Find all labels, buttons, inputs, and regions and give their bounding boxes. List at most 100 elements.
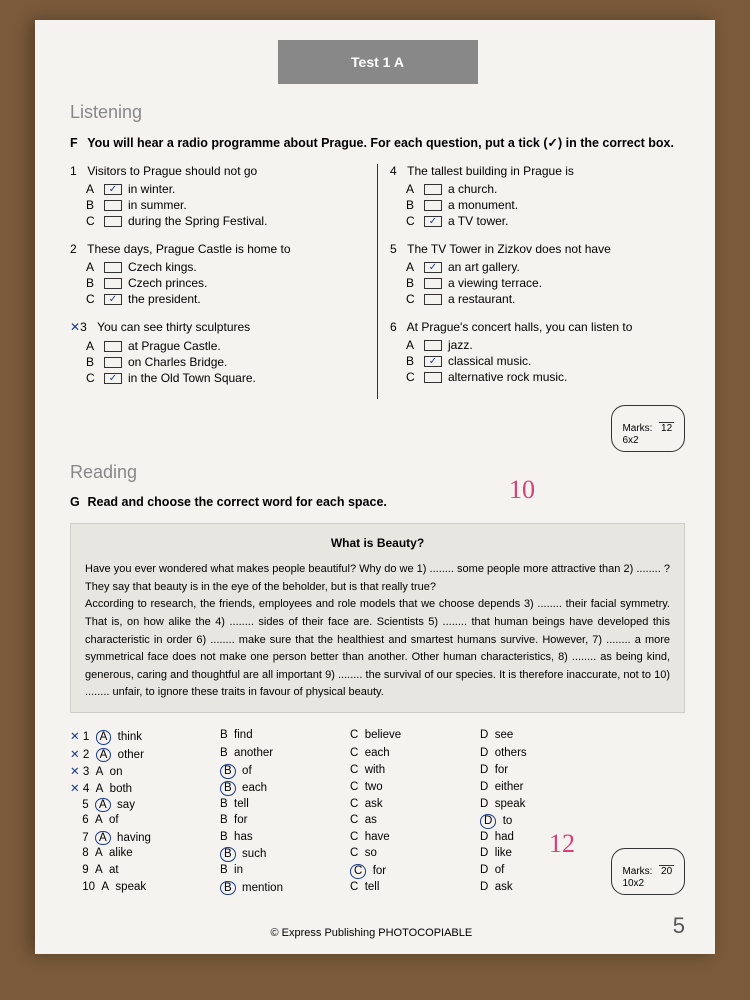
gap-option-d[interactable]: D either [480, 781, 590, 796]
checkbox[interactable] [104, 262, 122, 273]
worksheet-page: Test 1 A Listening F You will hear a rad… [35, 20, 715, 954]
checkbox[interactable]: ✓ [104, 294, 122, 305]
question: 6 At Prague's concert halls, you can lis… [390, 320, 685, 384]
gap-option-c[interactable]: C have [350, 831, 480, 846]
gap-option-c[interactable]: C for [350, 864, 480, 879]
option-text: at Prague Castle. [128, 339, 365, 353]
listening-instruction: F You will hear a radio programme about … [70, 135, 685, 150]
option-letter: B [86, 198, 98, 212]
checkbox[interactable]: ✓ [104, 373, 122, 384]
gap-option-c[interactable]: C as [350, 814, 480, 829]
gap-option-c[interactable]: C two [350, 781, 480, 796]
marks-label: Marks: [622, 423, 652, 434]
gap-option-a[interactable]: 8 A alike [70, 847, 220, 862]
answer-option[interactable]: Calternative rock music. [406, 370, 685, 384]
gap-option-a[interactable]: ✕ 1 A think [70, 729, 220, 745]
gap-option-a[interactable]: ✕ 4 A both [70, 781, 220, 796]
gap-option-a[interactable]: 10 A speak [70, 881, 220, 896]
checkbox[interactable] [424, 200, 442, 211]
gap-option-a[interactable]: 6 A of [70, 814, 220, 829]
answer-option[interactable]: Cduring the Spring Festival. [86, 214, 365, 228]
gap-option-d[interactable]: D see [480, 729, 590, 745]
answer-option[interactable]: Bin summer. [86, 198, 365, 212]
gap-option-a[interactable]: 7 A having [70, 831, 220, 846]
gap-option-b[interactable]: B of [220, 764, 350, 779]
checkbox[interactable] [104, 278, 122, 289]
checkbox[interactable] [424, 184, 442, 195]
option-letter: B [86, 276, 98, 290]
gap-option-b[interactable]: B find [220, 729, 350, 745]
option-letter: A [86, 339, 98, 353]
listening-instruction-text: You will hear a radio programme about Pr… [87, 136, 674, 150]
gap-option-b[interactable]: B mention [220, 881, 350, 896]
gap-option-b[interactable]: B another [220, 747, 350, 763]
question-prompt: 6 At Prague's concert halls, you can lis… [390, 320, 685, 334]
answer-option[interactable]: C✓a TV tower. [406, 214, 685, 228]
gap-option-d[interactable]: D ask [480, 881, 590, 896]
answer-option[interactable]: Ba viewing terrace. [406, 276, 685, 290]
gap-option-a[interactable]: ✕ 3 A on [70, 764, 220, 779]
gap-option-c[interactable]: C with [350, 764, 480, 779]
checkbox[interactable] [104, 200, 122, 211]
gap-option-c[interactable]: C so [350, 847, 480, 862]
gap-option-b[interactable]: B in [220, 864, 350, 879]
gap-option-c[interactable]: C tell [350, 881, 480, 896]
gap-option-b[interactable]: B has [220, 831, 350, 846]
listening-title: Listening [70, 102, 685, 123]
answer-option[interactable]: ACzech kings. [86, 260, 365, 274]
gap-option-c[interactable]: C believe [350, 729, 480, 745]
question: ✕3 You can see thirty sculpturesAat Prag… [70, 320, 365, 385]
page-number: 5 [673, 913, 685, 939]
answer-option[interactable]: BCzech princes. [86, 276, 365, 290]
gap-option-a[interactable]: 9 A at [70, 864, 220, 879]
gap-option-d[interactable]: D for [480, 764, 590, 779]
checkbox[interactable]: ✓ [104, 184, 122, 195]
answer-option[interactable]: Aat Prague Castle. [86, 339, 365, 353]
gap-option-b[interactable]: B tell [220, 798, 350, 813]
answer-option[interactable]: A✓in winter. [86, 182, 365, 196]
gap-option-d[interactable]: D speak [480, 798, 590, 813]
gap-option-b[interactable]: B such [220, 847, 350, 862]
gap-option-b[interactable]: B for [220, 814, 350, 829]
gap-option-a[interactable]: ✕ 2 A other [70, 747, 220, 763]
gap-option-d[interactable]: D to [480, 814, 590, 829]
checkbox[interactable] [104, 357, 122, 368]
gap-option-c[interactable]: C each [350, 747, 480, 763]
answer-option[interactable]: A✓an art gallery. [406, 260, 685, 274]
question: 2 These days, Prague Castle is home toAC… [70, 242, 365, 306]
checkbox[interactable]: ✓ [424, 356, 442, 367]
handwritten-score-listening: 10 [509, 475, 535, 505]
option-text: alternative rock music. [448, 370, 685, 384]
answer-option[interactable]: Ajazz. [406, 338, 685, 352]
answer-option[interactable]: Bon Charles Bridge. [86, 355, 365, 369]
answer-option[interactable]: Aa church. [406, 182, 685, 196]
option-letter: B [406, 198, 418, 212]
checkbox[interactable]: ✓ [424, 262, 442, 273]
listening-marks: Marks: 12 6x2 [611, 405, 685, 452]
option-text: during the Spring Festival. [128, 214, 365, 228]
option-text: the president. [128, 292, 365, 306]
option-letter: C [406, 214, 418, 228]
answer-option[interactable]: Ca restaurant. [406, 292, 685, 306]
option-letter: A [406, 182, 418, 196]
option-letter: B [406, 276, 418, 290]
checkbox[interactable]: ✓ [424, 216, 442, 227]
checkbox[interactable] [104, 216, 122, 227]
question-prompt: 4 The tallest building in Prague is [390, 164, 685, 178]
checkbox[interactable] [424, 372, 442, 383]
gap-option-d[interactable]: D of [480, 864, 590, 879]
checkbox[interactable] [424, 278, 442, 289]
answer-option[interactable]: C✓the president. [86, 292, 365, 306]
gap-option-c[interactable]: C ask [350, 798, 480, 813]
checkbox[interactable] [424, 340, 442, 351]
answer-option[interactable]: C✓in the Old Town Square. [86, 371, 365, 385]
answer-option[interactable]: Ba monument. [406, 198, 685, 212]
option-text: a viewing terrace. [448, 276, 685, 290]
answer-option[interactable]: B✓classical music. [406, 354, 685, 368]
checkbox[interactable] [104, 341, 122, 352]
checkbox[interactable] [424, 294, 442, 305]
gap-option-a[interactable]: 5 A say [70, 798, 220, 813]
gap-option-b[interactable]: B each [220, 781, 350, 796]
option-letter: A [406, 338, 418, 352]
gap-option-d[interactable]: D others [480, 747, 590, 763]
